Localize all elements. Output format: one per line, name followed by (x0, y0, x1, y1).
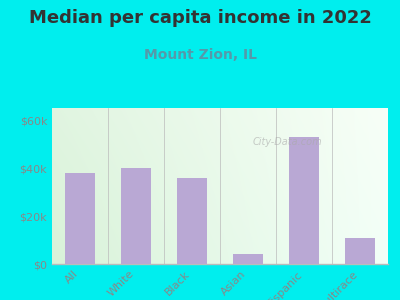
Text: Mount Zion, IL: Mount Zion, IL (144, 48, 256, 62)
Bar (121, 168, 151, 264)
Bar (344, 238, 375, 264)
Bar (289, 137, 320, 264)
Bar (64, 173, 96, 264)
Text: Median per capita income in 2022: Median per capita income in 2022 (28, 9, 372, 27)
Text: City-Data.com: City-Data.com (252, 137, 322, 147)
Bar (233, 254, 264, 264)
Bar (177, 178, 208, 264)
